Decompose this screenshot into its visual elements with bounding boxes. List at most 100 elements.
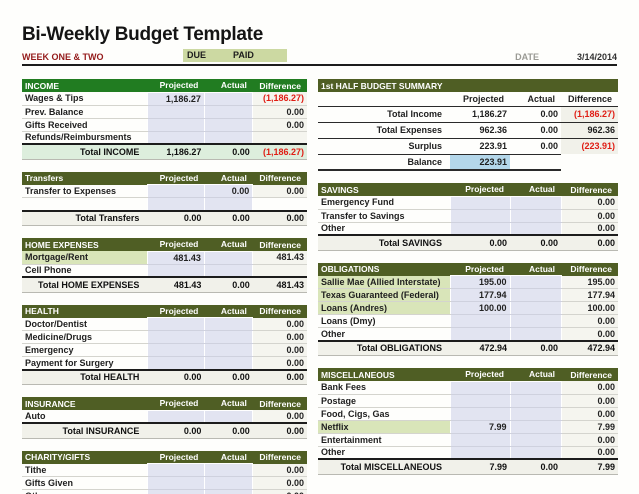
total-actual: 0.00 bbox=[510, 234, 561, 251]
cell-difference: 0.00 bbox=[561, 433, 618, 447]
cell-projected[interactable] bbox=[449, 195, 511, 210]
cell-projected[interactable] bbox=[146, 330, 205, 344]
cell-projected: 1,186.27 bbox=[450, 105, 510, 122]
cell-projected[interactable]: 195.00 bbox=[449, 275, 511, 289]
column-header-difference: Difference bbox=[252, 450, 307, 464]
cell-projected[interactable] bbox=[146, 476, 205, 490]
cell-actual[interactable] bbox=[509, 275, 562, 289]
table-row: Other 0.00 bbox=[318, 327, 618, 341]
cell-actual[interactable] bbox=[203, 463, 254, 477]
cell-difference: 100.00 bbox=[561, 301, 618, 315]
cell-actual[interactable] bbox=[509, 301, 562, 315]
paid-field[interactable]: PAID bbox=[233, 50, 254, 60]
total-difference: 7.99 bbox=[561, 458, 618, 475]
cell-actual[interactable] bbox=[203, 263, 254, 278]
cell-projected[interactable] bbox=[146, 104, 205, 119]
cell-actual[interactable] bbox=[509, 419, 562, 434]
section-savings: SAVINGS Projected Actual Difference Emergenc… bbox=[318, 183, 618, 251]
cell-actual[interactable] bbox=[203, 250, 254, 265]
cell-projected[interactable] bbox=[146, 356, 205, 370]
table-row: Texas Guaranteed (Federal) 177.94 177.94 bbox=[318, 288, 618, 302]
cell-actual[interactable] bbox=[203, 343, 254, 357]
cell-projected[interactable]: 100.00 bbox=[449, 301, 511, 315]
cell-actual[interactable] bbox=[203, 91, 254, 106]
cell-projected[interactable] bbox=[146, 343, 205, 357]
cell-actual[interactable]: 0.00 bbox=[203, 184, 254, 198]
cell-difference: 195.00 bbox=[561, 275, 618, 289]
table-savings: SAVINGS Projected Actual Difference Emergenc… bbox=[318, 183, 618, 251]
cell-projected[interactable] bbox=[146, 130, 205, 145]
table-row: Entertainment 0.00 bbox=[318, 432, 618, 447]
column-header-difference: Difference bbox=[561, 368, 618, 381]
table-row: Loans (Dmy) 0.00 bbox=[318, 314, 618, 328]
cell-difference: 0.00 bbox=[561, 381, 618, 395]
cell-projected[interactable] bbox=[146, 409, 205, 424]
cell-difference: 0.00 bbox=[561, 222, 618, 236]
cell-actual[interactable] bbox=[509, 393, 562, 408]
cell-actual[interactable] bbox=[509, 327, 562, 341]
cell-actual[interactable] bbox=[203, 489, 254, 494]
cell-difference: 962.36 bbox=[561, 121, 618, 138]
total-projected: 472.94 bbox=[450, 339, 510, 356]
cell-actual[interactable] bbox=[509, 445, 562, 460]
row-label: Auto bbox=[22, 410, 148, 424]
cell-projected[interactable] bbox=[449, 221, 511, 236]
row-label: Sallie Mae (Allied Interstate) bbox=[318, 275, 450, 289]
column-header-difference: Difference bbox=[252, 304, 307, 318]
section-header: 1st HALF BUDGET SUMMARY bbox=[318, 79, 618, 92]
cell-actual[interactable] bbox=[203, 104, 254, 119]
cell-actual[interactable] bbox=[203, 130, 254, 145]
row-label: Balance bbox=[318, 153, 450, 171]
cell-projected[interactable] bbox=[146, 263, 205, 278]
cell-projected[interactable] bbox=[146, 184, 205, 198]
due-paid-fields[interactable]: DUE PAID bbox=[183, 49, 287, 62]
cell-projected[interactable] bbox=[146, 489, 205, 494]
cell-actual[interactable] bbox=[509, 208, 562, 223]
cell-actual[interactable] bbox=[509, 195, 562, 210]
cell-actual[interactable] bbox=[203, 356, 254, 370]
cell-projected[interactable]: 7.99 bbox=[449, 419, 511, 434]
section-insurance: INSURANCE Projected Actual Difference Auto 0.… bbox=[22, 397, 307, 439]
cell-actual[interactable] bbox=[203, 476, 254, 490]
cell-projected[interactable] bbox=[449, 393, 511, 408]
row-label: Other bbox=[318, 327, 450, 341]
row-label: Transfer to Savings bbox=[318, 209, 450, 223]
total-row: Total SAVINGS 0.00 0.00 0.00 bbox=[318, 234, 618, 251]
cell-difference: 7.99 bbox=[561, 420, 618, 434]
date-value-cell[interactable]: 3/14/2014 bbox=[576, 52, 617, 62]
cell-actual[interactable] bbox=[509, 221, 562, 236]
cell-actual[interactable] bbox=[509, 432, 562, 447]
total-row: Total INCOME 1,186.27 0.00 (1,186.27) bbox=[22, 143, 307, 160]
row-label: Doctor/Dentist bbox=[22, 317, 148, 331]
cell-projected[interactable]: 223.91 bbox=[450, 153, 510, 171]
cell-actual[interactable] bbox=[509, 380, 562, 395]
cell-actual[interactable] bbox=[203, 317, 254, 331]
cell-difference bbox=[252, 131, 307, 145]
cell-actual[interactable] bbox=[203, 117, 254, 132]
cell-actual[interactable] bbox=[509, 314, 562, 328]
cell-projected[interactable] bbox=[449, 445, 511, 460]
cell-projected[interactable] bbox=[449, 314, 511, 328]
cell-projected[interactable] bbox=[146, 463, 205, 477]
table-row: Sallie Mae (Allied Interstate) 195.00 195.… bbox=[318, 275, 618, 289]
cell-projected[interactable] bbox=[146, 197, 205, 211]
cell-projected[interactable] bbox=[146, 117, 205, 132]
cell-projected[interactable]: 1,186.27 bbox=[146, 91, 205, 106]
cell-projected[interactable]: 481.43 bbox=[146, 250, 205, 265]
cell-actual[interactable] bbox=[509, 288, 562, 302]
cell-projected[interactable] bbox=[449, 380, 511, 395]
cell-projected[interactable] bbox=[449, 208, 511, 223]
cell-actual[interactable] bbox=[509, 406, 562, 421]
cell-actual[interactable] bbox=[203, 197, 254, 211]
row-label: Other bbox=[318, 222, 450, 236]
cell-projected[interactable] bbox=[449, 432, 511, 447]
total-actual: 0.00 bbox=[204, 209, 253, 226]
cell-actual[interactable] bbox=[203, 409, 254, 424]
total-actual: 0.00 bbox=[204, 422, 253, 439]
cell-projected[interactable] bbox=[449, 406, 511, 421]
due-field[interactable]: DUE bbox=[187, 50, 207, 60]
cell-actual[interactable] bbox=[203, 330, 254, 344]
cell-projected[interactable] bbox=[146, 317, 205, 331]
cell-projected[interactable] bbox=[449, 327, 511, 341]
cell-projected[interactable]: 177.94 bbox=[449, 288, 511, 302]
